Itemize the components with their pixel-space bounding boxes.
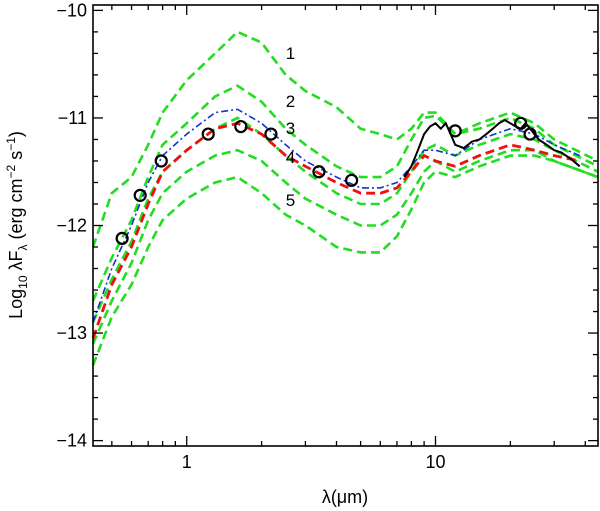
photometry-point [345, 173, 359, 187]
y-tick-label: −12 [56, 216, 87, 236]
photometry-point [523, 127, 537, 141]
y-tick-label: −11 [58, 108, 87, 128]
y-axis-label: Log10 λFλ (erg cm−2 s−1) [4, 131, 30, 319]
model-label: 4 [286, 148, 295, 167]
plot-area [91, 30, 599, 366]
photometry-point [201, 127, 215, 141]
series-line-2 [91, 84, 599, 302]
series-line-5 [91, 154, 599, 366]
model-label: 2 [286, 92, 295, 111]
y-tick-label: −10 [56, 0, 87, 20]
photometry-point [514, 116, 528, 130]
series-line-4 [91, 148, 599, 345]
series-line-8 [403, 118, 581, 178]
series-line-1 [91, 30, 599, 248]
photometry-point [234, 119, 248, 134]
tick-labels: 1 10 −10 −11 −12 −13 −14 [56, 0, 445, 472]
photometry-point [115, 231, 129, 246]
y-tick-label: −13 [56, 323, 87, 343]
model-label: 3 [286, 119, 295, 138]
model-label: 1 [286, 44, 295, 63]
series-line-6 [91, 121, 580, 339]
photometry-point [264, 127, 278, 141]
x-tick-label: 1 [182, 452, 192, 472]
x-tick-label: 10 [425, 452, 445, 472]
model-label: 5 [286, 191, 295, 210]
photometry-point [448, 124, 462, 138]
series-line-7 [92, 108, 581, 323]
model-labels: 1 2 3 4 5 [286, 44, 295, 210]
photometry-point [312, 165, 326, 179]
photometry-point [133, 188, 147, 202]
axis-ticks [93, 5, 598, 446]
x-axis-label: λ(μm) [322, 487, 368, 507]
y-tick-label: −14 [56, 431, 87, 451]
photometry-point [154, 154, 168, 168]
